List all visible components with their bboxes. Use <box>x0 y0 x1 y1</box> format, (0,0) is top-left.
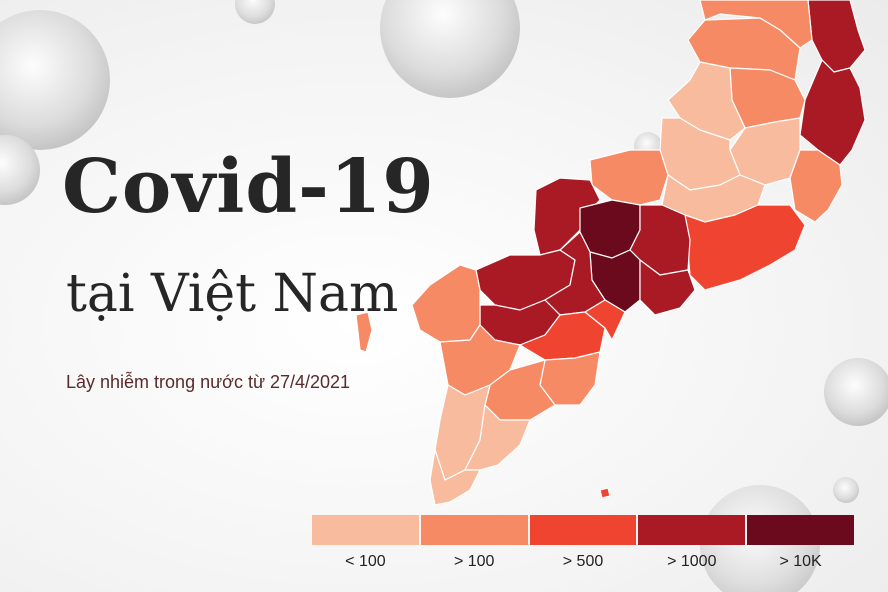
coronavirus-particle-icon <box>0 10 110 205</box>
province-region[interactable] <box>411 264 481 343</box>
page-subtitle: tại Việt Nam <box>66 264 399 324</box>
coronavirus-particle-icon <box>824 358 888 426</box>
province-region[interactable] <box>807 0 866 73</box>
province-region[interactable] <box>684 204 806 291</box>
caption: Lây nhiễm trong nước từ 27/4/2021 <box>66 372 351 392</box>
legend-item: > 10K <box>747 515 854 575</box>
legend-label: > 100 <box>453 553 495 570</box>
coronavirus-particle-icon <box>380 0 520 98</box>
legend-swatch <box>312 515 419 545</box>
legend-label: > 1000 <box>667 553 717 570</box>
legend-label: > 500 <box>562 553 604 570</box>
province-region[interactable] <box>429 449 481 506</box>
legend-swatch <box>420 515 528 545</box>
province-region[interactable] <box>799 59 866 166</box>
legend-item: > 500 <box>529 515 637 575</box>
province-region[interactable] <box>639 259 696 316</box>
legend-item: < 100 <box>312 515 419 575</box>
province-region[interactable] <box>584 299 626 341</box>
map-legend: < 100 > 100 > 500 > 1000 > 10K <box>312 515 854 575</box>
coronavirus-particle-icon <box>235 0 275 24</box>
legend-item: > 1000 <box>638 515 746 575</box>
legend-label: > 10K <box>779 553 822 570</box>
page-title: Covid-19 <box>62 144 435 230</box>
province-region[interactable] <box>789 149 843 223</box>
legend-item: > 100 <box>420 515 528 575</box>
legend-swatch <box>529 515 637 545</box>
province-region[interactable] <box>355 311 373 353</box>
province-region[interactable] <box>464 404 531 471</box>
legend-label: < 100 <box>345 553 386 570</box>
legend-swatch <box>747 515 854 545</box>
province-region[interactable] <box>589 149 669 206</box>
coronavirus-particle-icon <box>833 477 859 503</box>
province-region[interactable] <box>599 487 611 499</box>
legend-swatch <box>638 515 746 545</box>
